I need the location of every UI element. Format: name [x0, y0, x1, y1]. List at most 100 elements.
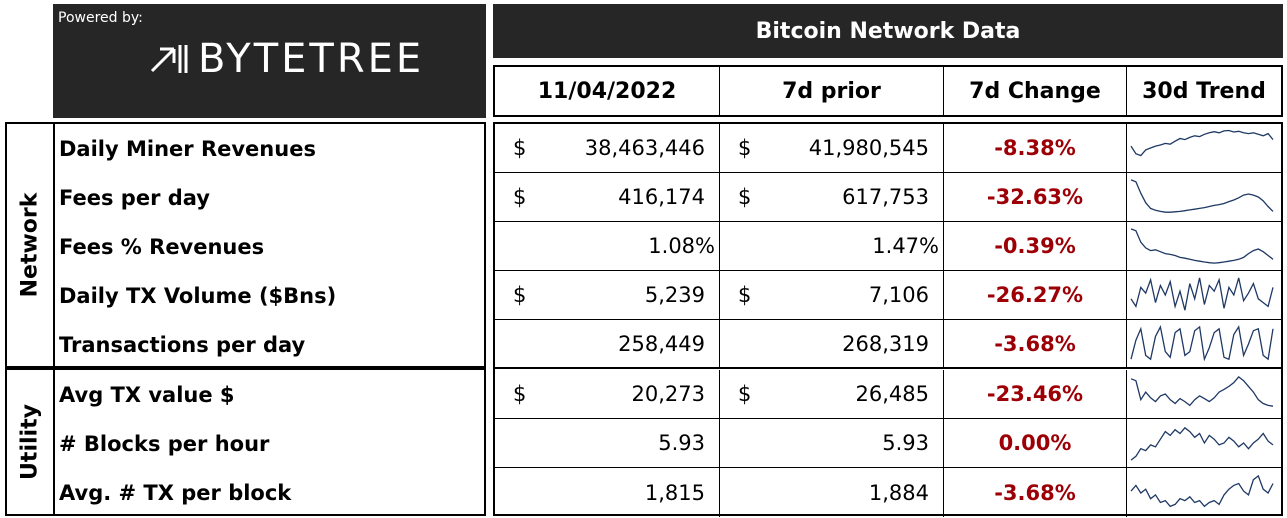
row-label: Avg TX value $	[59, 382, 235, 407]
sparkline-svg	[1130, 324, 1274, 362]
sparkline-svg	[1130, 474, 1274, 507]
current-value-cell: 1,815	[495, 468, 720, 517]
row-label: Daily Miner Revenues	[59, 136, 316, 161]
sparkline-svg	[1130, 179, 1274, 213]
change-value: -0.39%	[994, 234, 1076, 258]
change-value: -3.68%	[994, 331, 1076, 356]
trend-sparkline	[1127, 468, 1281, 517]
current-value-cell: 258,449	[495, 320, 720, 367]
row-label: Daily TX Volume ($Bns)	[59, 283, 337, 308]
current-value-cell: $38,463,446	[495, 124, 720, 172]
change-cell: -3.68%	[944, 320, 1127, 367]
trend-sparkline	[1127, 173, 1281, 221]
change-value: -26.27%	[986, 283, 1084, 307]
column-header-trend: 30d Trend	[1142, 78, 1266, 104]
group-network: Network	[5, 122, 53, 368]
sparkline-svg	[1130, 426, 1274, 461]
change-cell: -26.27%	[944, 271, 1127, 319]
data-grid: $38,463,446 $41,980,545 -8.38% $416,174 …	[493, 122, 1283, 517]
trend-sparkline	[1127, 124, 1281, 172]
trend-sparkline	[1127, 370, 1281, 418]
current-value-cell: $416,174	[495, 173, 720, 221]
sparkline-line	[1130, 129, 1274, 157]
table-row: $5,239 $7,106 -26.27%	[495, 271, 1281, 320]
row-label: Transactions per day	[59, 332, 306, 357]
bytetree-logo-icon	[150, 45, 188, 73]
sparkline-svg	[1130, 277, 1274, 311]
group-label-network: Network	[17, 192, 43, 298]
currency-symbol: $	[738, 283, 752, 307]
table-row: 1.08% 1.47% -0.39%	[495, 222, 1281, 271]
current-value: 416,174	[618, 185, 705, 209]
row-label: Fees per day	[59, 185, 210, 210]
current-value-cell: $5,239	[495, 271, 720, 319]
row-label: Avg. # TX per block	[59, 480, 292, 505]
current-value: 20,273	[631, 382, 705, 406]
prior-value-cell: 1,884	[720, 468, 944, 517]
currency-symbol: $	[513, 136, 527, 160]
change-value: 0.00%	[998, 431, 1072, 455]
prior-value: 5.93	[882, 431, 929, 455]
prior-value: 7,106	[868, 283, 929, 307]
prior-value: 617,753	[842, 185, 929, 209]
current-value: 1,815	[644, 480, 705, 505]
prior-value-cell: 1.47%	[720, 222, 944, 270]
sparkline-svg	[1130, 129, 1274, 157]
table-row: 1,815 1,884 -3.68%	[495, 468, 1281, 517]
row-label: Fees % Revenues	[59, 234, 265, 259]
sparkline-svg	[1130, 376, 1274, 407]
change-value: -23.46%	[986, 382, 1084, 406]
network-labels: Daily Miner Revenues Fees per day Fees %…	[53, 122, 486, 368]
current-value: 1.08%	[648, 234, 715, 258]
sparkline-line	[1130, 228, 1274, 264]
sparkline-svg	[1130, 228, 1274, 264]
change-value: -3.68%	[994, 480, 1076, 505]
prior-value-cell: $617,753	[720, 173, 944, 221]
current-value-cell: 1.08%	[495, 222, 720, 270]
change-cell: -8.38%	[944, 124, 1127, 172]
currency-symbol: $	[738, 185, 752, 209]
sparkline-line	[1130, 179, 1274, 213]
currency-symbol: $	[738, 136, 752, 160]
change-cell: -0.39%	[944, 222, 1127, 270]
prior-value: 1.47%	[872, 234, 939, 258]
brand-name: BYTETREE	[198, 36, 425, 82]
trend-sparkline	[1127, 271, 1281, 319]
currency-symbol: $	[513, 283, 527, 307]
prior-value-cell: 5.93	[720, 419, 944, 467]
prior-value: 26,485	[855, 382, 929, 406]
column-header-change: 7d Change	[944, 67, 1127, 115]
group-utility: Utility	[5, 368, 53, 516]
group-label-utility: Utility	[17, 404, 43, 480]
table-row: $38,463,446 $41,980,545 -8.38%	[495, 124, 1281, 173]
prior-value-cell: $26,485	[720, 370, 944, 418]
current-value-cell: 5.93	[495, 419, 720, 467]
current-value: 5.93	[658, 431, 705, 455]
table-row: 258,449 268,319 -3.68%	[495, 320, 1281, 369]
change-cell: -32.63%	[944, 173, 1127, 221]
table-title: Bitcoin Network Data	[493, 4, 1283, 58]
column-header-date: 11/04/2022	[495, 67, 720, 115]
prior-value-cell: $7,106	[720, 271, 944, 319]
sparkline-line	[1130, 376, 1274, 407]
sparkline-line	[1130, 324, 1274, 362]
change-value: -8.38%	[994, 136, 1076, 160]
currency-symbol: $	[513, 185, 527, 209]
currency-symbol: $	[513, 382, 527, 406]
change-cell: -23.46%	[944, 370, 1127, 418]
current-value: 5,239	[644, 283, 705, 307]
prior-value: 268,319	[842, 331, 929, 356]
powered-by-label: Powered by:	[58, 10, 143, 26]
prior-value: 41,980,545	[808, 136, 929, 160]
trend-sparkline	[1127, 222, 1281, 270]
change-cell: -3.68%	[944, 468, 1127, 517]
current-value-cell: $20,273	[495, 370, 720, 418]
sparkline-line	[1130, 426, 1274, 461]
table-row: $20,273 $26,485 -23.46%	[495, 370, 1281, 419]
sparkline-line	[1130, 277, 1274, 311]
brand-wordmark: BYTETREE	[148, 36, 424, 82]
prior-value: 1,884	[868, 480, 929, 505]
column-header-row: 11/04/2022 7d prior 7d Change 30d Trend	[493, 65, 1283, 117]
table-row: 5.93 5.93 0.00%	[495, 419, 1281, 468]
bytetree-logo: Powered by: BYTETREE	[53, 4, 486, 118]
